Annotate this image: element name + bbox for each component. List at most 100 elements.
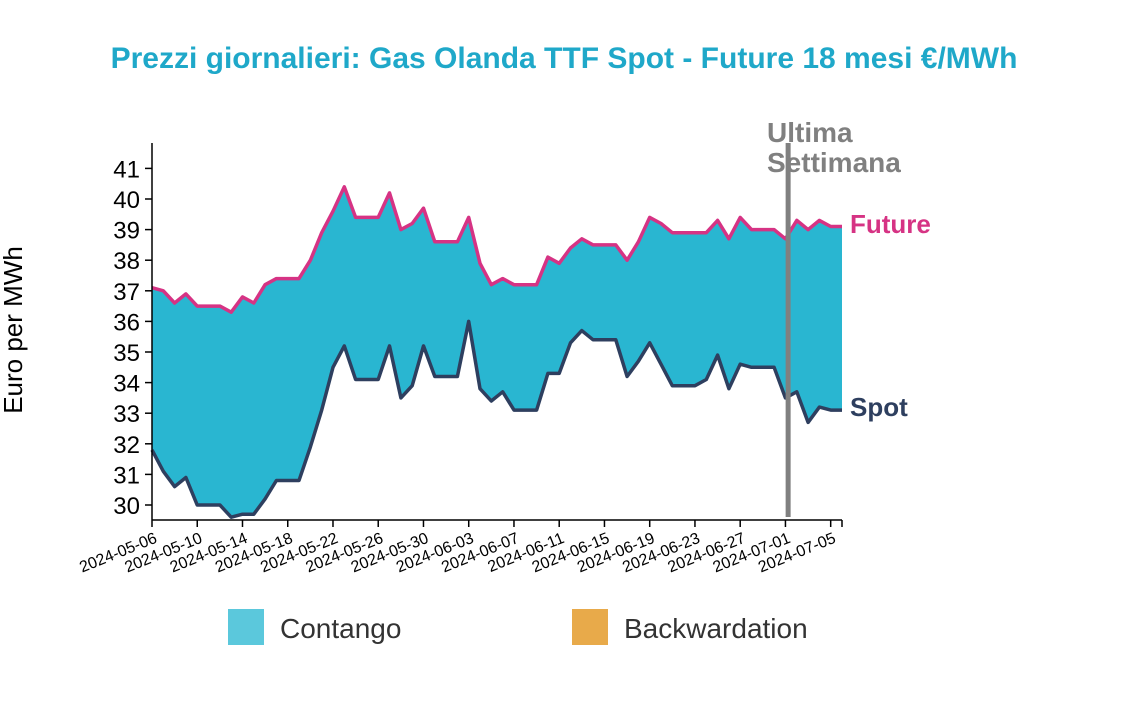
spot-point — [230, 516, 233, 519]
future-point — [795, 219, 798, 222]
future-point — [807, 228, 810, 231]
future-point — [739, 216, 742, 219]
future-point — [331, 210, 334, 213]
future-line — [151, 185, 842, 314]
spot-point — [399, 396, 402, 399]
future-point — [580, 237, 583, 240]
spot-point — [354, 378, 357, 381]
future-point — [818, 219, 821, 222]
y-tick-label: 32 — [113, 432, 140, 459]
spot-point — [818, 406, 821, 409]
spot-point — [693, 384, 696, 387]
spot-line — [150, 319, 842, 519]
spot-point — [422, 344, 425, 347]
spot-point — [207, 503, 210, 506]
spot-point — [456, 375, 459, 378]
spot-point — [411, 384, 414, 387]
spot-point — [184, 476, 187, 479]
spot-point — [162, 470, 165, 473]
future-point — [388, 191, 391, 194]
future-point — [467, 216, 470, 219]
y-tick-label: 37 — [113, 279, 140, 306]
future-point — [603, 243, 606, 246]
spot-point — [433, 375, 436, 378]
y-tick-label: 40 — [113, 187, 140, 214]
last-week-label-line1: Ultima — [767, 117, 853, 148]
spot-point — [241, 513, 244, 516]
future-point — [727, 237, 730, 240]
future-point — [343, 185, 346, 188]
spot-point — [275, 479, 278, 482]
future-point — [750, 228, 753, 231]
spot-point — [343, 344, 346, 347]
spot-point — [524, 409, 527, 412]
future-point — [264, 283, 267, 286]
spot-point — [773, 366, 776, 369]
spot-point — [478, 387, 481, 390]
last-week-label-line2: Settimana — [767, 147, 901, 178]
y-tick-label: 31 — [113, 462, 140, 489]
future-point — [535, 283, 538, 286]
spot-point — [807, 421, 810, 424]
future-point — [569, 246, 572, 249]
spot-point — [535, 409, 538, 412]
spot-point — [286, 479, 289, 482]
spot-point — [716, 354, 719, 357]
spot-point — [795, 390, 798, 393]
y-tick-label: 41 — [113, 156, 140, 183]
spot-point — [558, 372, 561, 375]
future-point — [501, 277, 504, 280]
spot-point — [592, 338, 595, 341]
legend-backwardation-swatch — [572, 609, 608, 645]
y-tick-label: 36 — [113, 309, 140, 336]
future-point — [773, 228, 776, 231]
future-point — [184, 292, 187, 295]
spot-point — [614, 338, 617, 341]
future-point — [252, 301, 255, 304]
y-tick-label: 33 — [113, 401, 140, 428]
y-tick-label: 35 — [113, 340, 140, 367]
spot-point — [659, 363, 662, 366]
future-point — [546, 256, 549, 259]
spot-point — [297, 479, 300, 482]
future-point — [659, 222, 662, 225]
future-point — [286, 277, 289, 280]
future-point — [230, 311, 233, 314]
spot-point — [377, 378, 380, 381]
future-point — [411, 222, 414, 225]
y-tick-label: 38 — [113, 248, 140, 275]
spot-point — [331, 366, 334, 369]
future-point — [512, 283, 515, 286]
spot-point — [365, 378, 368, 381]
spot-point — [445, 375, 448, 378]
future-point — [840, 225, 843, 228]
spot-point — [490, 399, 493, 402]
future-point — [637, 240, 640, 243]
future-point — [693, 231, 696, 234]
future-point — [682, 231, 685, 234]
legend-contango-swatch — [228, 609, 264, 645]
spot-series-label: Spot — [850, 392, 908, 422]
future-point — [456, 240, 459, 243]
future-point — [422, 207, 425, 210]
legend-contango-label: Contango — [280, 613, 401, 644]
future-point — [207, 305, 210, 308]
future-series-label: Future — [850, 209, 931, 239]
future-point — [558, 262, 561, 265]
y-tick-label: 30 — [113, 493, 140, 520]
y-tick-label: 34 — [113, 371, 140, 398]
spot-point — [546, 372, 549, 375]
spot-point — [173, 485, 176, 488]
spot-point — [320, 409, 323, 412]
future-point — [716, 219, 719, 222]
contango-area — [152, 186, 842, 518]
future-point — [626, 259, 629, 262]
spot-point — [671, 384, 674, 387]
spot-point — [603, 338, 606, 341]
spot-point — [705, 378, 708, 381]
y-axis-ticks: 30 31 32 33 34 35 36 37 38 39 40 41 — [113, 156, 152, 520]
spot-point — [218, 503, 221, 506]
spot-point — [637, 360, 640, 363]
spot-point — [648, 341, 651, 344]
